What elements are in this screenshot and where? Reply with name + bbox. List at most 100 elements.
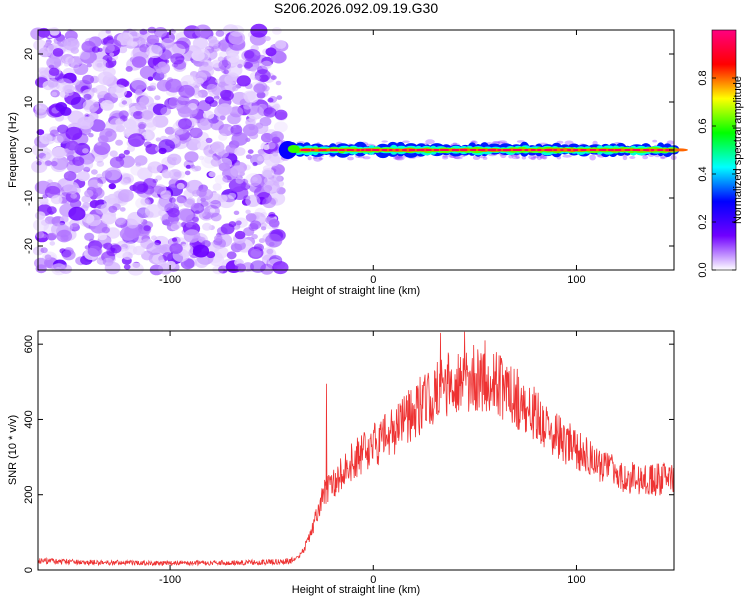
heatmap-cell [100,100,114,111]
heatmap-cell [49,27,60,36]
heatmap-cell [589,149,596,151]
heatmap-cell [60,106,72,116]
heatmap-cell [48,67,60,77]
heatmap-cell [44,254,52,260]
heatmap-cell [217,103,233,116]
heatmap-cell [470,149,476,151]
heatmap-cell [66,140,79,151]
heatmap-cell [560,149,564,151]
heatmap-cell [185,221,193,228]
heatmap-cell [162,170,172,179]
heatmap-cell [82,148,89,154]
heatmap-cell [59,192,74,204]
heatmap-cell [162,252,173,261]
heatmap-cell [96,160,105,167]
heatmap-cell [223,69,229,75]
heatmap-cell [198,208,214,221]
heatmap-cell [160,190,172,200]
heatmap-cell [169,243,183,254]
heatmap-cell [362,156,371,160]
heatmap-cell [650,149,655,151]
heatmap-cell [101,170,113,179]
heatmap-cell [193,48,211,62]
heatmap-cell [261,56,274,67]
heatmap-cell [51,146,67,159]
heatmap-cell [270,75,277,80]
heatmap-cell [44,160,52,166]
heatmap-cell [161,37,175,49]
heatmap-cell [147,76,154,81]
heatmap-cell [492,141,503,144]
heatmap-cell [229,106,244,118]
heatmap-cell [214,234,223,242]
heatmap-cell [200,200,209,207]
heatmap-cell [260,226,267,231]
heatmap-cell [218,162,231,172]
heatmap-cell [347,156,354,161]
heatmap-cell [451,149,460,151]
heatmap-cell [202,222,212,231]
heatmap-cell [173,127,184,136]
heatmap-cell [89,200,100,209]
heatmap-cell [224,74,238,85]
heatmap-cell [416,149,425,151]
heatmap-cell [218,42,227,50]
heatmap-cell [110,244,122,254]
heatmap-cell [132,245,145,256]
snr-frame [37,330,675,571]
heatmap-cell [361,149,365,151]
heatmap-cell [231,243,243,253]
heatmap-cell [65,126,83,141]
heatmap-cell [49,129,59,137]
heatmap-cell [311,149,315,151]
heatmap-cell [118,189,134,203]
heatmap-cell [81,195,91,203]
heatmap-cell [165,260,176,270]
heatmap-cell [63,37,80,51]
heatmap-cell [257,155,265,162]
chart-title: S206.2026.092.09.19.G30 [274,0,438,16]
heatmap-cell [210,141,225,153]
heatmap-cell [122,176,132,184]
heatmap-cell [50,264,57,270]
heatmap-cell [177,208,194,222]
heatmap-cell [132,229,150,243]
heatmap-cell [254,75,261,81]
heatmap-cell [105,61,114,69]
heatmap-cell [146,34,160,45]
heatmap-cell [75,256,87,266]
heatmap-cell [622,155,628,161]
heatmap-cell [608,149,614,151]
heatmap-cell [245,209,251,214]
heatmap-cell [158,139,175,153]
heatmap-cell [50,160,58,167]
tick-label: 20 [23,48,35,60]
heatmap-cell [158,259,167,267]
heatmap-cell [234,147,246,156]
heatmap-cell [82,99,100,113]
heatmap-cell [260,263,274,275]
heatmap-cell [276,95,283,100]
snr-y-ticks: 0 200 400 600 [23,335,674,573]
heatmap-cell [228,221,237,228]
heatmap-cell [70,96,87,110]
heatmap-cell [105,29,111,34]
heatmap-cell [109,84,128,99]
heatmap-cell [204,156,214,164]
heatmap-cell [88,133,94,138]
heatmap-cell [37,27,51,38]
tick-label: 0 [23,147,35,153]
heatmap-cell [194,24,212,38]
heatmap-cell [125,66,133,72]
heatmap-cell [41,219,49,226]
heatmap-cell [234,263,246,273]
heatmap-cell [253,83,266,94]
heatmap-cell [63,72,77,84]
heatmap-cell [145,143,159,155]
heatmap-cell [275,39,287,49]
heatmap-cell [129,80,147,94]
heatmap-cell [318,157,324,160]
colorbar-tick-label: 0.2 [697,214,709,229]
heatmap-cell [228,178,246,193]
heatmap-cell [247,149,254,154]
